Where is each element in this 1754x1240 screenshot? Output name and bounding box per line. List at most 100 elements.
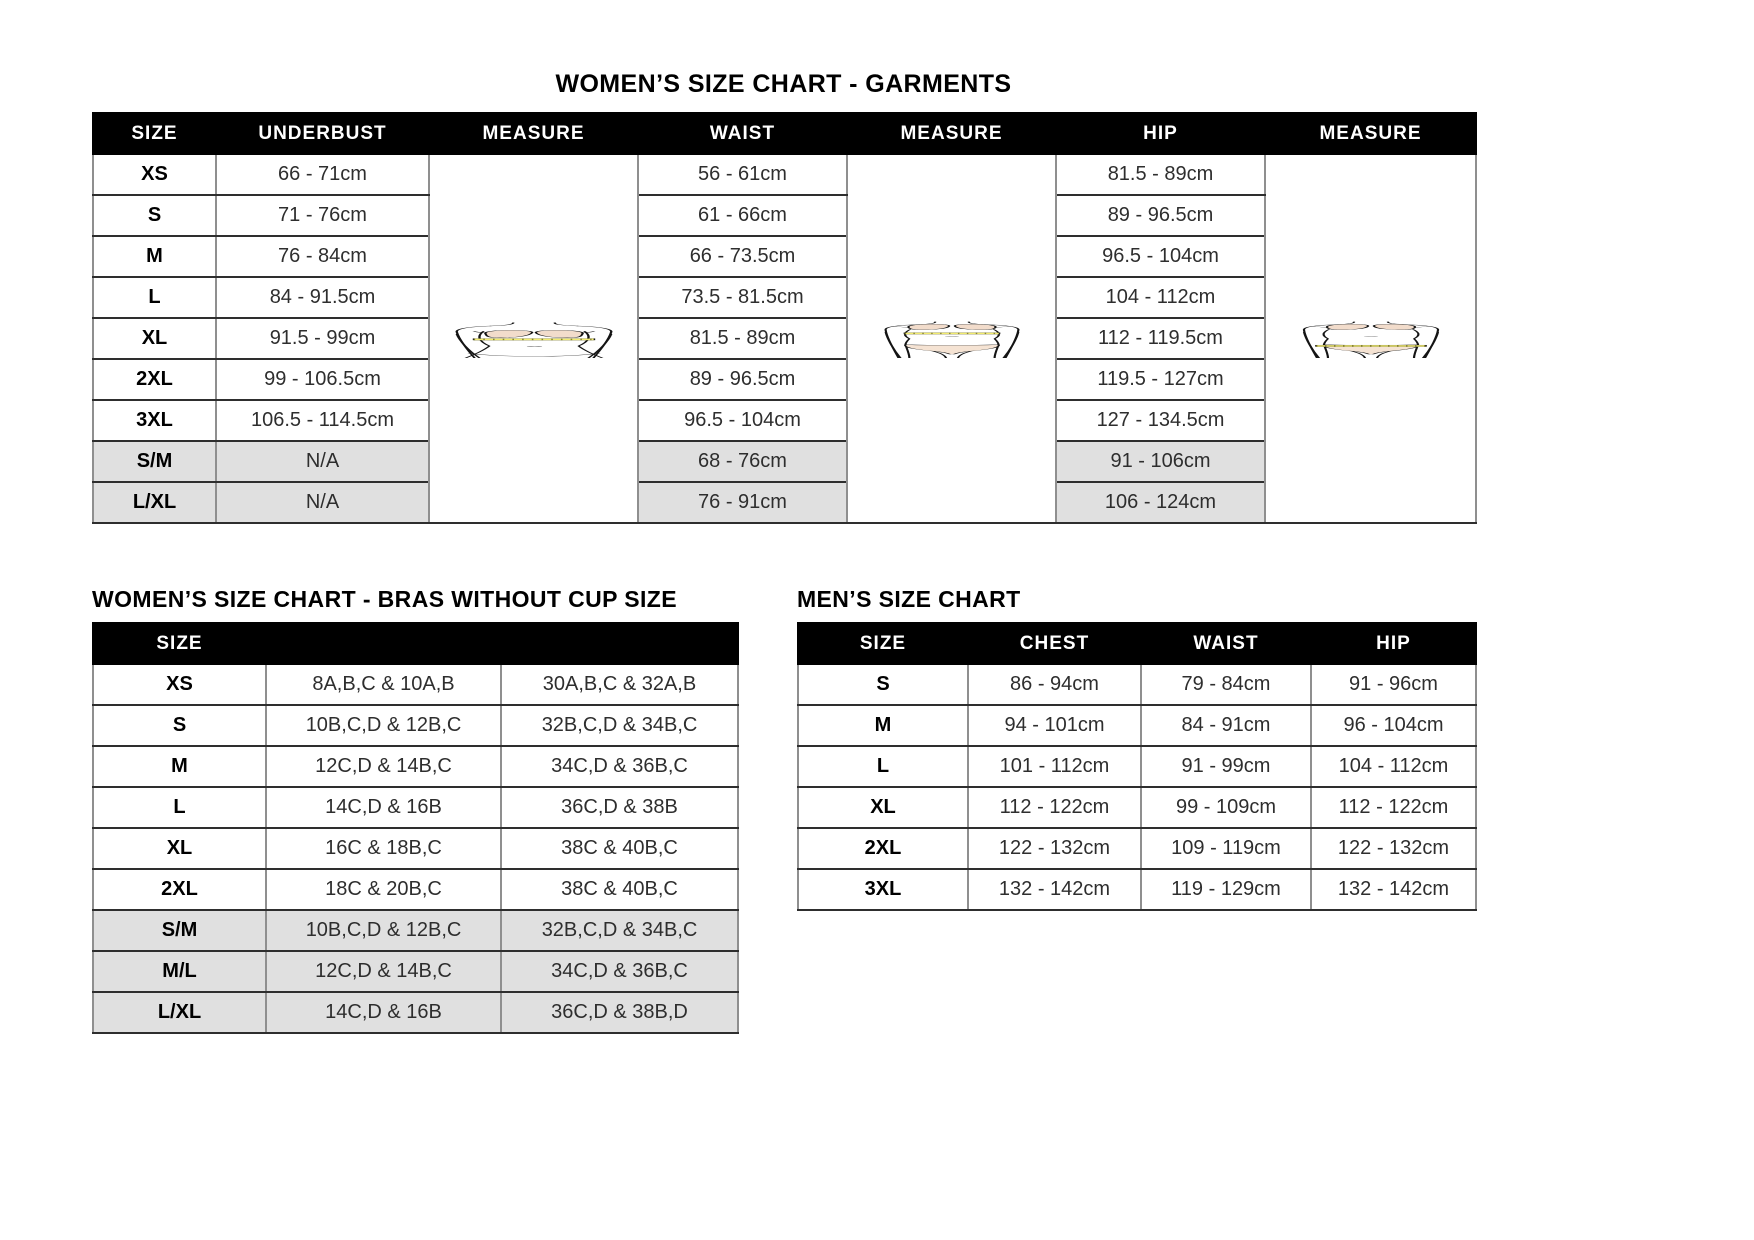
chest-cell: 101 - 112cm [967,745,1142,788]
table-row: XS 66 - 71cm [92,153,1477,524]
waist-measure-illustration [884,321,1020,358]
table-row: M 76 - 84cm 66 - 73.5cm 96.5 - 104cm [92,235,1476,278]
bra-size-au-cell: 10B,C,D & 12B,C [265,909,502,952]
table-row: M/L 12C,D & 14B,C 34C,D & 36B,C [92,950,739,993]
table-row: L/XL 14C,D & 16B 36C,D & 38B,D [92,991,739,1034]
hip-cell: 132 - 142cm [1310,868,1477,911]
bras-size-table: SIZE XS 8A,B,C & 10A,B 30A,B,C & 32A,B S… [92,622,739,1034]
waist-cell: 68 - 76cm [637,440,848,483]
table-row: L 14C,D & 16B 36C,D & 38B [92,786,739,829]
hip-cell: 89 - 96.5cm [1055,194,1266,237]
waist-cell: 61 - 66cm [637,194,848,237]
bra-size-au-cell: 14C,D & 16B [265,786,502,829]
size-cell: 3XL [797,868,969,911]
table-row: L 101 - 112cm 91 - 99cm 104 - 112cm [797,745,1477,788]
bra [472,330,596,338]
bra-size-intl-cell: 38C & 40B,C [500,868,739,911]
garments-header-row: SIZE UNDERBUST MEASURE WAIST MEASURE HIP… [92,112,1477,155]
col-header-waist: WAIST [637,112,848,155]
waist-cell: 89 - 96.5cm [637,358,848,401]
col-header-intl-sizes [500,622,739,665]
bra [1312,324,1430,330]
col-header-hip: HIP [1055,112,1266,155]
measuring-tape [1315,344,1427,347]
size-cell: S/M [92,909,267,952]
table-row: L 84 - 91.5cm 73.5 - 81.5cm 104 - 112cm [92,276,1476,319]
hip-cell: 104 - 112cm [1310,745,1477,788]
size-cell: 2XL [92,868,267,911]
chest-cell: 86 - 94cm [967,663,1142,706]
underbust-cell: 106.5 - 114.5cm [215,399,430,442]
bra-size-au-cell: 16C & 18B,C [265,827,502,870]
hip-cell: 112 - 119.5cm [1055,317,1266,360]
table-row: 2XL 122 - 132cm 109 - 119cm 122 - 132cm [797,827,1477,870]
size-cell: XS [92,663,267,706]
waist-cell: 109 - 119cm [1140,827,1312,870]
col-header-size: SIZE [797,622,969,665]
hip-cell: 112 - 122cm [1310,786,1477,829]
table-row: XS 8A,B,C & 10A,B 30A,B,C & 32A,B [92,663,739,706]
waist-cell: 79 - 84cm [1140,663,1312,706]
hip-measure-figure [1264,153,1477,524]
size-cell: 3XL [92,399,217,442]
bra-size-intl-cell: 34C,D & 36B,C [500,950,739,993]
underbust-cell: 66 - 71cm [215,153,430,196]
col-header-measure-3: MEASURE [1264,112,1477,155]
size-cell: XL [797,786,969,829]
col-header-measure-1: MEASURE [428,112,639,155]
waist-cell: 81.5 - 89cm [637,317,848,360]
table-row: S 71 - 76cm 61 - 66cm 89 - 96.5cm [92,194,1476,237]
underbust-measure-illustration [455,322,613,358]
col-header-size: SIZE [92,622,267,665]
chest-cell: 94 - 101cm [967,704,1142,747]
bras-chart-title: WOMEN’S SIZE CHART - BRAS WITHOUT CUP SI… [92,586,677,612]
garments-chart-title: WOMEN’S SIZE CHART - GARMENTS [555,70,1012,98]
table-row: XL 16C & 18B,C 38C & 40B,C [92,827,739,870]
underbust-cell: 99 - 106.5cm [215,358,430,401]
bra-size-au-cell: 12C,D & 14B,C [265,950,502,993]
chest-cell: 122 - 132cm [967,827,1142,870]
garments-size-table: SIZE UNDERBUST MEASURE WAIST MEASURE HIP… [92,112,1477,524]
panties [904,344,1000,355]
size-cell: 2XL [92,358,217,401]
panties [1322,344,1420,355]
waist-cell: 76 - 91cm [637,481,848,524]
mens-chart-title: MEN’S SIZE CHART [797,586,1021,612]
mens-size-table: SIZE CHEST WAIST HIP S 86 - 94cm 79 - 84… [797,622,1477,911]
waist-cell: 84 - 91cm [1140,704,1312,747]
col-header-size: SIZE [92,112,217,155]
size-cell: 2XL [797,827,969,870]
waist-cell: 73.5 - 81.5cm [637,276,848,319]
table-row: XL 112 - 122cm 99 - 109cm 112 - 122cm [797,786,1477,829]
col-header-underbust: UNDERBUST [215,112,430,155]
bra-size-au-cell: 10B,C,D & 12B,C [265,704,502,747]
bra-size-intl-cell: 32B,C,D & 34B,C [500,909,739,952]
waist-cell: 119 - 129cm [1140,868,1312,911]
bra-size-au-cell: 12C,D & 14B,C [265,745,502,788]
hip-cell: 91 - 106cm [1055,440,1266,483]
hip-cell: 96 - 104cm [1310,704,1477,747]
size-cell: S [797,663,969,706]
table-row: XL 91.5 - 99cm 81.5 - 89cm 112 - 119.5cm [92,317,1476,360]
waist-cell: 91 - 99cm [1140,745,1312,788]
table-row: S/M N/A 68 - 76cm 91 - 106cm [92,440,1476,483]
bra-size-intl-cell: 38C & 40B,C [500,827,739,870]
size-cell: XL [92,317,217,360]
size-cell: L [92,276,217,319]
hip-cell: 104 - 112cm [1055,276,1266,319]
underbust-cell: 84 - 91.5cm [215,276,430,319]
bra-size-au-cell: 14C,D & 16B [265,991,502,1034]
col-header-measure-2: MEASURE [846,112,1057,155]
underbust-cell: N/A [215,440,430,483]
bra-size-intl-cell: 30A,B,C & 32A,B [500,663,739,706]
size-cell: L [797,745,969,788]
body-outline [455,322,613,358]
col-header-chest: CHEST [967,622,1142,665]
table-row: S 10B,C,D & 12B,C 32B,C,D & 34B,C [92,704,739,747]
size-cell: M [92,745,267,788]
table-row: 3XL 132 - 142cm 119 - 129cm 132 - 142cm [797,868,1477,911]
bra-size-intl-cell: 36C,D & 38B,D [500,991,739,1034]
col-header-waist: WAIST [1140,622,1312,665]
underbust-measure-figure [428,153,639,524]
chest-cell: 112 - 122cm [967,786,1142,829]
